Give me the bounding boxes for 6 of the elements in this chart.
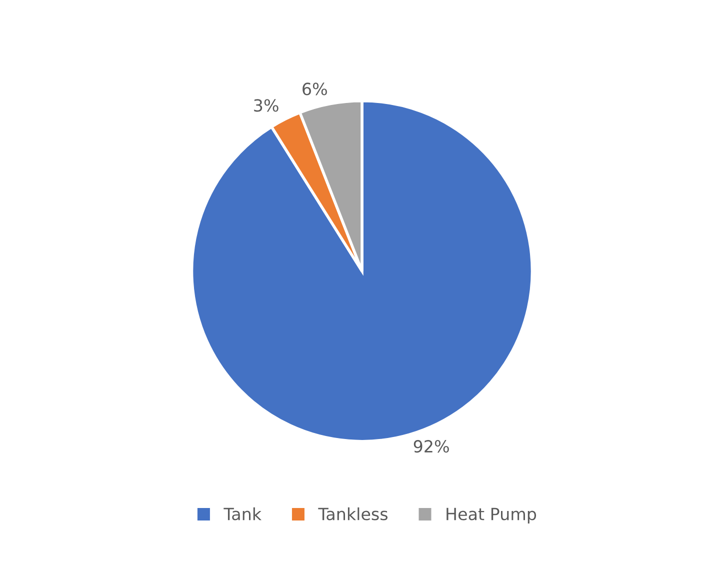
legend-label: Tankless xyxy=(318,507,388,520)
data-label: 92% xyxy=(414,440,449,453)
legend-label: Heat Pump xyxy=(446,508,536,524)
data-label: 6% xyxy=(302,82,327,96)
legend-label: Tank xyxy=(224,507,262,520)
data-label: 3% xyxy=(254,99,278,112)
